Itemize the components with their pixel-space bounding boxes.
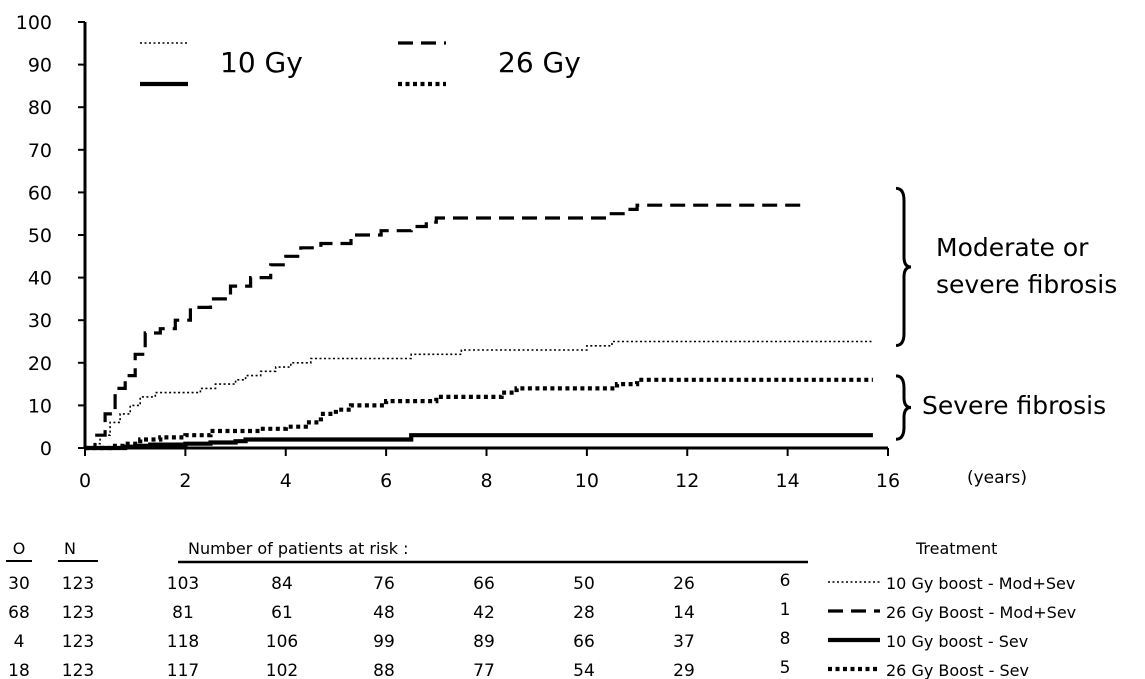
table-cell-count: 48 (373, 603, 395, 623)
brace (895, 374, 912, 441)
table-cell-count: 84 (271, 574, 293, 594)
table-cell-n: 123 (62, 574, 94, 594)
legend-label: 26 Gy (498, 46, 581, 79)
table-col-n: N (64, 539, 76, 558)
table-cell-count: 28 (573, 603, 595, 623)
x-tick-label: 8 (480, 470, 492, 492)
x-tick-label: 4 (280, 470, 292, 492)
y-tick-label: 30 (28, 310, 52, 332)
x-tick-label: 6 (380, 470, 392, 492)
x-tick-label: 12 (675, 470, 699, 492)
table-cell-count: 54 (573, 661, 595, 679)
table-cell-count: 106 (266, 632, 298, 652)
y-tick-label: 40 (28, 268, 52, 290)
table-cell-count: 14 (673, 603, 695, 623)
table-cell-count: 29 (673, 661, 695, 679)
table-header: Number of patients at risk : (188, 539, 409, 558)
table-cell-n: 123 (62, 661, 94, 679)
table-cell-count: 50 (573, 574, 595, 594)
treatment-label: 10 Gy boost - Sev (886, 632, 1028, 651)
table-cell-count: 76 (373, 574, 395, 594)
series-line (85, 340, 873, 449)
y-tick-label: 70 (28, 140, 52, 162)
annotation-label: Severe fibrosis (922, 391, 1106, 420)
table-cell-count: 8 (780, 629, 791, 649)
x-tick-label: 10 (575, 470, 599, 492)
legend-label: 10 Gy (220, 46, 303, 79)
table-cell-n: 123 (62, 603, 94, 623)
series-layer (85, 203, 873, 451)
y-tick-label: 50 (28, 225, 52, 247)
axes: 0 10 20 30 40 50 60 70 80 90 100 0 2 4 6 8 10 12 14 16 (year… (16, 12, 1027, 492)
table-cell-count: 6 (780, 571, 791, 591)
table-cell-count: 88 (373, 661, 395, 679)
annotation-label: severe fibrosis (936, 270, 1117, 299)
table-cell-count: 81 (172, 603, 194, 623)
table-cell-o: 4 (14, 632, 25, 652)
y-tick-label: 80 (28, 97, 52, 119)
x-tick-label: 2 (179, 470, 191, 492)
table-cell-count: 102 (266, 661, 298, 679)
y-tick-label: 20 (28, 353, 52, 375)
table-cell-count: 1 (780, 600, 791, 620)
table-cell-count: 66 (573, 632, 595, 652)
risk-table: O N Number of patients at risk : Treatment 3… (6, 539, 1076, 679)
series-line (85, 377, 873, 451)
y-tick-label: 60 (28, 182, 52, 204)
table-cell-count: 61 (271, 603, 293, 623)
table-cell-count: 5 (780, 658, 791, 678)
brace (895, 186, 912, 347)
table-cell-count: 117 (167, 661, 199, 679)
table-cell-count: 118 (167, 632, 199, 652)
x-tick-label: 16 (876, 470, 900, 492)
table-cell-count: 26 (673, 574, 695, 594)
y-tick-label: 100 (16, 12, 52, 34)
annotations: Moderate or severe fibrosis Severe fibrosi… (895, 186, 1117, 441)
treatment-label: 10 Gy boost - Mod+Sev (886, 574, 1075, 593)
table-cell-count: 42 (473, 603, 495, 623)
treatment-header: Treatment (915, 539, 997, 558)
table-cell-count: 99 (373, 632, 395, 652)
y-tick-label: 90 (28, 55, 52, 77)
table-cell-count: 37 (673, 632, 695, 652)
legend: 10 Gy 26 Gy (140, 41, 581, 87)
table-cell-n: 123 (62, 632, 94, 652)
table-cell-count: 66 (473, 574, 495, 594)
annotation-label: Moderate or (936, 233, 1089, 262)
series-line (85, 433, 873, 451)
table-cell-count: 89 (473, 632, 495, 652)
x-axis-unit: (years) (967, 468, 1027, 488)
table-col-o: O (13, 539, 26, 558)
y-tick-label: 0 (40, 438, 52, 460)
y-tick-label: 10 (28, 395, 52, 417)
table-cell-o: 30 (8, 574, 30, 594)
x-tick-label: 0 (79, 470, 91, 492)
treatment-label: 26 Gy Boost - Mod+Sev (886, 603, 1076, 622)
treatment-label: 26 Gy Boost - Sev (886, 661, 1029, 679)
x-tick-label: 14 (776, 470, 800, 492)
table-cell-o: 68 (8, 603, 30, 623)
series-line (85, 203, 803, 450)
table-cell-count: 77 (473, 661, 495, 679)
table-cell-count: 103 (167, 574, 199, 594)
table-cell-o: 18 (8, 661, 30, 679)
